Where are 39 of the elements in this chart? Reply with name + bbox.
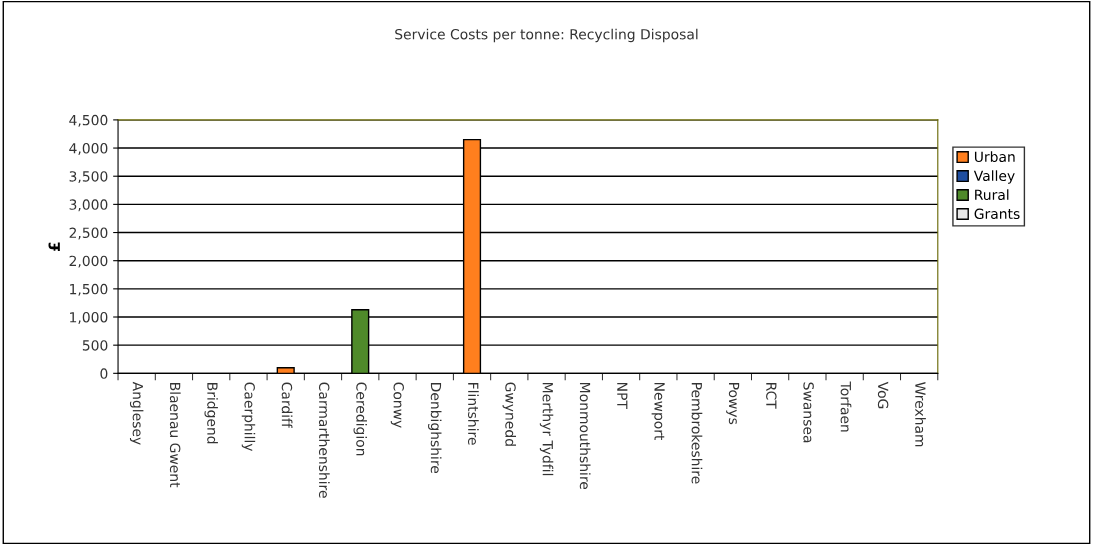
x-tick-label: Torfaen <box>840 381 852 432</box>
x-tick-label: Conwy <box>390 382 404 428</box>
x-tick-label: Powys <box>726 383 740 425</box>
legend-label: Urban <box>974 151 1015 163</box>
bar <box>276 366 295 374</box>
x-tick-label: Cardiff <box>281 382 293 429</box>
x-tick-label: Denbighshire <box>428 383 442 474</box>
legend-label: Grants <box>974 208 1020 220</box>
y-tick-label: 1,000 <box>70 311 108 324</box>
x-tick-label: Wrexham <box>915 382 926 447</box>
x-tick-label: Ceredigion <box>353 382 367 456</box>
x-tick-label: NPT <box>617 383 628 409</box>
y-tick-label: 3,000 <box>69 199 108 212</box>
y-tick-label: 2,500 <box>69 227 108 240</box>
x-tick-label: VoG <box>877 381 889 409</box>
y-tick-label: 4,500 <box>69 114 108 127</box>
y-tick-label: 4,000 <box>69 143 108 155</box>
x-tick-label: Pembrokeshire <box>691 383 703 484</box>
chart-title: Service Costs per tonne: Recycling Disposal <box>395 28 698 43</box>
y-axis-title: £ <box>48 242 60 251</box>
x-tick-label: Newport <box>651 383 665 441</box>
y-tick-label: 3,500 <box>69 171 108 184</box>
y-tick-label: 1,500 <box>70 283 108 296</box>
x-tick-label: Blaenau Gwent <box>169 383 181 488</box>
x-tick-label: Carmarthenshire <box>318 382 330 498</box>
y-tick-label: 2,000 <box>69 255 108 268</box>
legend-label: Valley <box>973 170 1015 184</box>
y-tick-label: 500 <box>82 340 108 351</box>
x-tick-label: Monmouthshire <box>579 383 591 490</box>
x-tick-label: Merthyr Tydfil <box>539 383 554 476</box>
x-tick-label: Flintshire <box>468 383 479 445</box>
x-tick-label: Gwynedd <box>502 382 517 446</box>
x-tick-label: Bridgend <box>204 383 218 444</box>
y-tick-label: 0 <box>100 368 108 379</box>
legend-label: Rural <box>975 189 1009 201</box>
x-tick-label: RCT <box>766 383 777 409</box>
x-tick-label: Anglesey <box>129 381 144 445</box>
x-tick-label: Caerphilly <box>241 382 256 452</box>
x-tick-label: Swansea <box>803 382 814 443</box>
